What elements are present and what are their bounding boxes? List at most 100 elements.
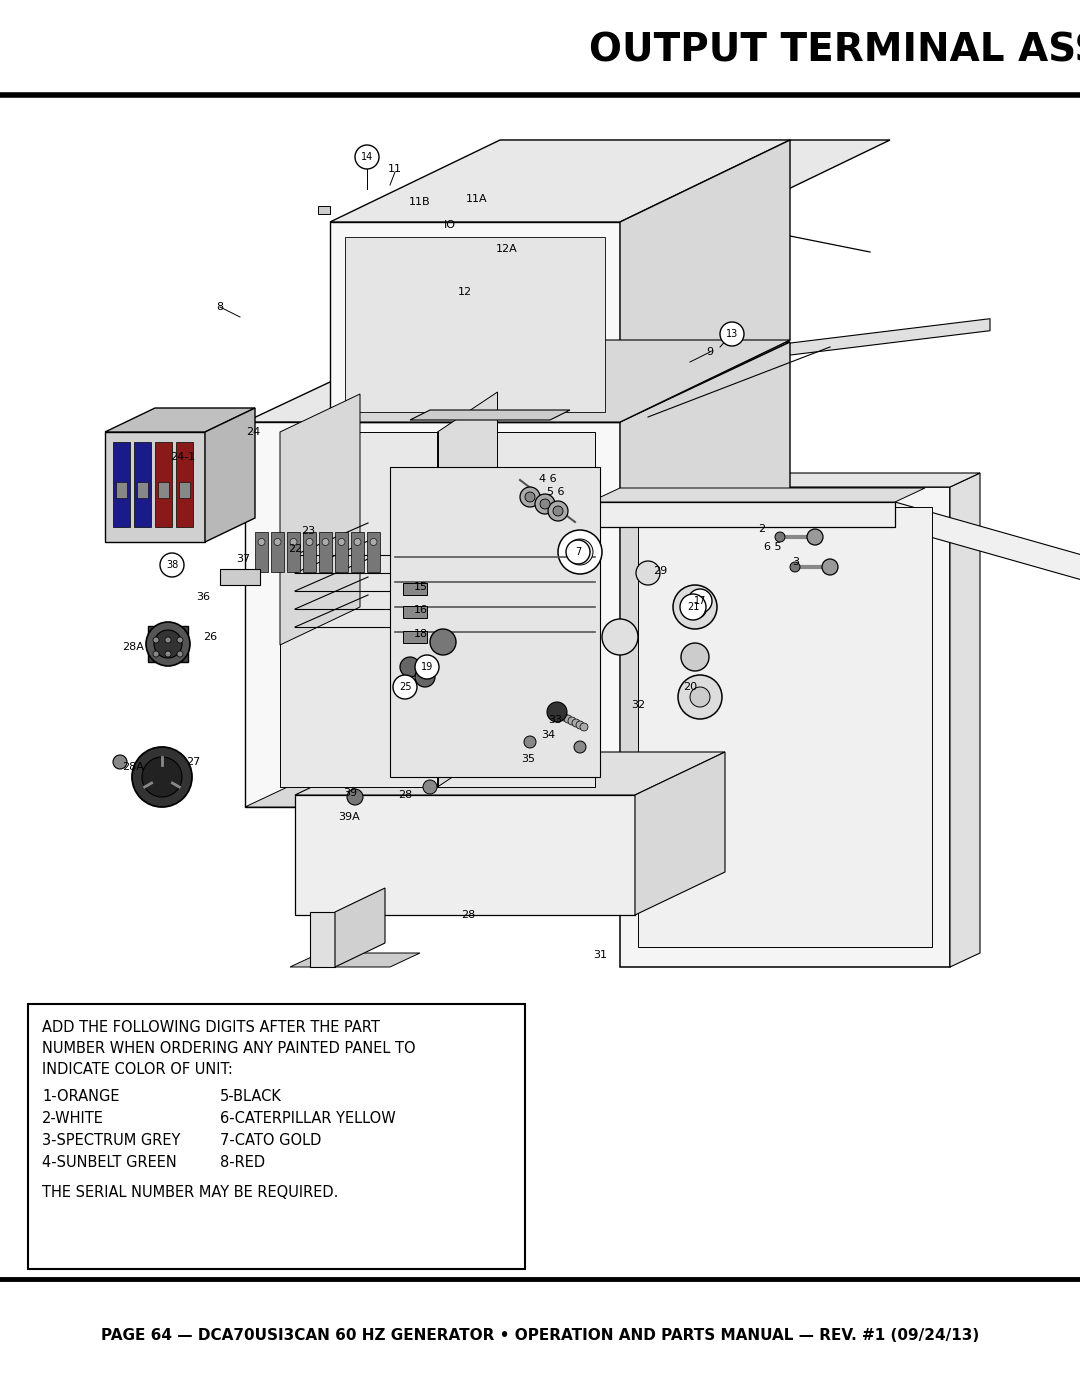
Circle shape <box>789 562 800 571</box>
Text: 2: 2 <box>758 524 766 534</box>
Text: 7: 7 <box>575 548 581 557</box>
Polygon shape <box>291 953 420 967</box>
Text: 20: 20 <box>683 682 697 692</box>
Polygon shape <box>620 474 980 488</box>
Text: 2-WHITE: 2-WHITE <box>42 1111 104 1126</box>
Polygon shape <box>620 488 950 967</box>
Polygon shape <box>620 140 890 222</box>
Polygon shape <box>335 888 384 967</box>
Text: 1-ORANGE: 1-ORANGE <box>42 1090 120 1104</box>
Circle shape <box>165 651 171 657</box>
Text: 29: 29 <box>653 566 667 576</box>
Polygon shape <box>367 532 380 571</box>
Text: 28: 28 <box>397 789 413 800</box>
Circle shape <box>177 651 183 657</box>
Circle shape <box>678 675 723 719</box>
Text: 13: 13 <box>726 330 738 339</box>
Text: 5-BLACK: 5-BLACK <box>220 1090 282 1104</box>
Polygon shape <box>620 140 789 422</box>
Text: 8-RED: 8-RED <box>220 1155 265 1171</box>
Text: 4 6: 4 6 <box>539 474 557 483</box>
Circle shape <box>519 488 540 507</box>
Circle shape <box>354 538 361 545</box>
Text: 4-SUNBELT GREEN: 4-SUNBELT GREEN <box>42 1155 177 1171</box>
Text: 35: 35 <box>521 754 535 764</box>
Text: 12A: 12A <box>496 244 518 254</box>
Text: 38: 38 <box>166 560 178 570</box>
Circle shape <box>580 724 588 731</box>
Text: PAGE 64 — DCA70USI3CAN 60 HZ GENERATOR • OPERATION AND PARTS MANUAL — REV. #1 (0: PAGE 64 — DCA70USI3CAN 60 HZ GENERATOR •… <box>100 1327 980 1343</box>
Circle shape <box>561 712 568 721</box>
Polygon shape <box>271 532 284 571</box>
Polygon shape <box>330 140 789 222</box>
Circle shape <box>558 529 602 574</box>
Polygon shape <box>345 237 605 412</box>
Text: 25: 25 <box>399 682 411 692</box>
Polygon shape <box>610 319 990 377</box>
Text: 28A: 28A <box>122 761 144 773</box>
Circle shape <box>141 757 183 798</box>
Circle shape <box>154 630 183 658</box>
Polygon shape <box>351 532 364 571</box>
Polygon shape <box>437 393 498 787</box>
Polygon shape <box>403 631 427 643</box>
Polygon shape <box>318 205 330 214</box>
Text: 3-SPECTRUM GREY: 3-SPECTRUM GREY <box>42 1133 180 1148</box>
Polygon shape <box>287 532 300 571</box>
Text: 28A: 28A <box>122 643 144 652</box>
Circle shape <box>113 754 127 768</box>
Polygon shape <box>113 441 130 527</box>
Polygon shape <box>295 752 725 795</box>
Circle shape <box>291 538 297 545</box>
Circle shape <box>775 532 785 542</box>
Circle shape <box>306 538 313 545</box>
Text: 6 5: 6 5 <box>765 542 782 552</box>
Circle shape <box>423 780 437 793</box>
Text: 18: 18 <box>414 629 428 638</box>
Polygon shape <box>319 532 332 571</box>
Text: 33: 33 <box>548 715 562 725</box>
Circle shape <box>683 595 707 619</box>
Polygon shape <box>280 394 360 645</box>
Polygon shape <box>245 422 620 807</box>
Text: NUMBER WHEN ORDERING ANY PAINTED PANEL TO: NUMBER WHEN ORDERING ANY PAINTED PANEL T… <box>42 1041 416 1056</box>
Text: 24: 24 <box>246 427 260 437</box>
Polygon shape <box>295 795 635 915</box>
Polygon shape <box>590 488 924 502</box>
Polygon shape <box>205 408 255 542</box>
Circle shape <box>415 666 435 687</box>
Text: 22: 22 <box>288 543 302 555</box>
Circle shape <box>546 703 567 722</box>
Text: 11A: 11A <box>467 194 488 204</box>
Text: 21: 21 <box>687 602 699 612</box>
Polygon shape <box>390 467 600 777</box>
Text: 16: 16 <box>414 605 428 615</box>
Text: IO: IO <box>444 219 456 231</box>
Text: 3: 3 <box>793 557 799 567</box>
Polygon shape <box>137 482 148 497</box>
Circle shape <box>680 594 706 620</box>
Text: 12: 12 <box>458 286 472 298</box>
Text: 32: 32 <box>631 700 645 710</box>
Polygon shape <box>148 626 188 662</box>
Circle shape <box>160 553 184 577</box>
Text: 8: 8 <box>216 302 224 312</box>
Text: 14: 14 <box>361 152 373 162</box>
Circle shape <box>338 538 345 545</box>
Text: 36: 36 <box>195 592 210 602</box>
Circle shape <box>258 538 265 545</box>
Polygon shape <box>335 532 348 571</box>
Text: 39: 39 <box>343 788 357 798</box>
Circle shape <box>548 502 568 521</box>
Circle shape <box>165 637 171 643</box>
Polygon shape <box>105 432 205 542</box>
Text: 11B: 11B <box>409 197 431 207</box>
Polygon shape <box>330 339 789 422</box>
Circle shape <box>690 687 710 707</box>
Polygon shape <box>158 482 168 497</box>
Text: 27: 27 <box>186 757 200 767</box>
Text: 19: 19 <box>421 662 433 672</box>
Polygon shape <box>105 408 255 432</box>
Polygon shape <box>403 583 427 595</box>
Polygon shape <box>330 222 620 422</box>
